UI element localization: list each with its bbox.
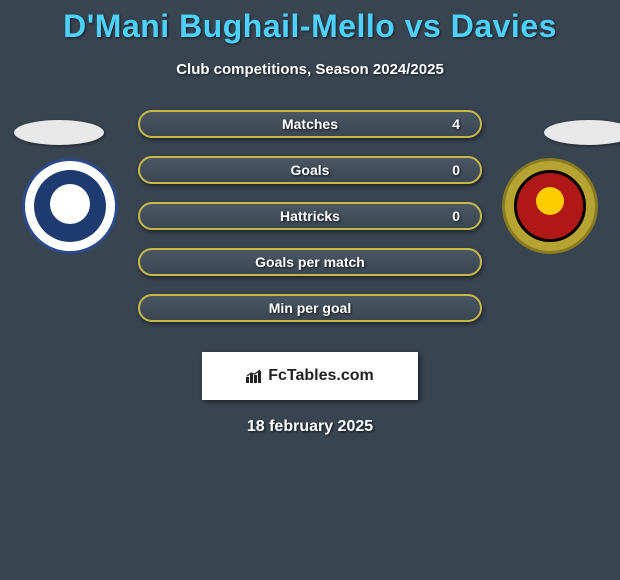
stat-label: Hattricks	[280, 208, 340, 224]
stats-bars: Matches 4 Goals 0 Hattricks 0 Goals per …	[138, 110, 482, 340]
player-right-ellipse	[544, 120, 620, 145]
club-badge-right	[502, 158, 598, 254]
club-badge-left	[22, 158, 118, 254]
logo-label: FcTables.com	[268, 367, 374, 385]
stat-value: 0	[452, 162, 460, 178]
comparison-panel: Matches 4 Goals 0 Hattricks 0 Goals per …	[0, 110, 620, 330]
season-subtitle: Club competitions, Season 2024/2025	[0, 61, 620, 78]
stat-bar-hattricks: Hattricks 0	[138, 202, 482, 230]
generated-date: 18 february 2025	[0, 418, 620, 436]
stat-value: 0	[452, 208, 460, 224]
stat-bar-matches: Matches 4	[138, 110, 482, 138]
player-left-ellipse	[14, 120, 104, 145]
club-badge-left-inner	[34, 170, 106, 242]
stat-bar-goals-per-match: Goals per match	[138, 248, 482, 276]
chart-icon	[246, 369, 264, 383]
stat-label: Goals	[291, 162, 330, 178]
stat-bar-min-per-goal: Min per goal	[138, 294, 482, 322]
fctables-logo-text: FcTables.com	[246, 367, 374, 385]
stat-label: Goals per match	[255, 254, 365, 270]
stat-label: Matches	[282, 116, 338, 132]
club-badge-right-inner	[514, 170, 586, 242]
stat-label: Min per goal	[269, 300, 351, 316]
fctables-logo[interactable]: FcTables.com	[202, 352, 418, 400]
stat-value: 4	[452, 116, 460, 132]
stat-bar-goals: Goals 0	[138, 156, 482, 184]
comparison-title: D'Mani Bughail-Mello vs Davies	[0, 0, 620, 45]
